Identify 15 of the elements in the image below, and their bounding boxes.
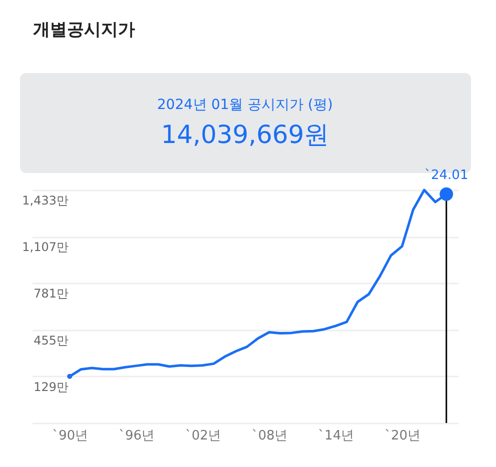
chart-subtitle: 2024년 01월 공시지가 (평)	[157, 97, 333, 113]
x-tick-label: `90년	[52, 428, 88, 444]
x-tick-label: `20년	[384, 428, 421, 444]
x-tick-label: `96년	[118, 428, 155, 444]
x-tick-label: `08년	[252, 428, 288, 444]
y-tick-label: 455만	[34, 333, 68, 348]
y-tick-label: 781만	[34, 286, 68, 301]
y-tick-label: 1,433만	[22, 194, 68, 208]
annotation: `24.01	[424, 168, 468, 184]
chart-title: 개별공시지가	[33, 20, 135, 40]
x-tick-label: `02년	[185, 428, 222, 444]
text: 14,039,669원	[160, 120, 330, 149]
x-tick-label: `14년	[318, 428, 354, 444]
y-tick-label: 1,107만	[22, 240, 68, 254]
y-tick-label: 129만	[34, 380, 68, 394]
